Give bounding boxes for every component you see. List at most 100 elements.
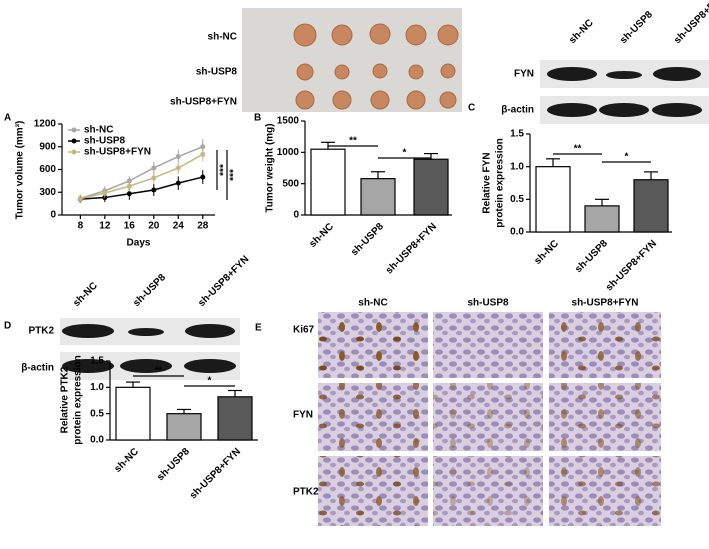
data-point: [151, 187, 157, 193]
x-tick-label: sh-NC: [532, 238, 561, 267]
x-tick-label: sh-USP8: [155, 446, 192, 483]
panel-letter: D: [4, 321, 11, 332]
data-point: [151, 175, 157, 181]
panel-letter: A: [4, 113, 11, 124]
y-axis-label: Relative PTK2: [60, 366, 71, 433]
x-axis-label: Days: [127, 238, 151, 249]
panel-letter: C: [468, 103, 475, 114]
y-tick-label: 0.5: [90, 408, 104, 419]
tumor-photo: [242, 8, 462, 112]
blot-column-label: sh-USP8: [618, 9, 655, 46]
bar: [413, 158, 449, 216]
bar: [166, 413, 202, 441]
data-point: [151, 165, 157, 171]
ihc-column-label: sh-USP8: [467, 298, 509, 309]
bar: [633, 179, 669, 233]
y-tick-label: 0.0: [510, 227, 524, 238]
panel-letter: B: [254, 113, 261, 124]
blot-row-label: β-actin: [501, 105, 534, 116]
y-tick-label: 1500: [277, 116, 300, 127]
data-point: [200, 174, 206, 180]
y-tick-label: 1.0: [90, 382, 104, 393]
ihc-column-label: sh-USP8+FYN: [572, 298, 639, 309]
y-axis-label: Relative FYN: [482, 152, 493, 213]
y-axis-label: Tumor weight (mg): [265, 123, 276, 212]
x-tick-label: sh-USP8+FYN: [604, 238, 659, 293]
ihc-column-label: sh-NC: [358, 298, 387, 309]
x-tick-label: 20: [148, 221, 160, 232]
data-point: [126, 183, 132, 189]
y-tick-label: 0: [293, 210, 299, 221]
significance-label: **: [349, 136, 357, 147]
x-tick-label: sh-USP8+FYN: [384, 221, 439, 276]
x-tick-label: sh-USP8+FYN: [188, 446, 243, 501]
blot-column-label: sh-USP8: [131, 272, 168, 309]
data-point: [200, 151, 206, 157]
data-point: [200, 144, 206, 150]
significance-label: **: [155, 366, 163, 377]
ihc-row-label: PTK2: [293, 487, 319, 498]
significance-label: *: [403, 148, 407, 159]
bar: [584, 205, 620, 233]
y-tick-label: 1.5: [90, 356, 104, 367]
ihc-tiles: [318, 312, 661, 526]
y-axis-label: protein expression: [73, 355, 84, 444]
ihc-row-label: FYN: [293, 410, 313, 421]
photo-row-label: sh-USP8+FYN: [170, 97, 237, 108]
blot-column-label: sh-USP8+FYN: [672, 0, 709, 46]
data-point: [77, 196, 83, 202]
y-tick-label: 1000: [277, 147, 300, 158]
x-tick-label: 24: [173, 221, 185, 232]
x-tick-label: sh-USP8: [349, 221, 386, 258]
bar: [310, 148, 346, 216]
blot-column-label: sh-USP8+FYN: [196, 254, 251, 309]
legend-label: sh-USP8: [84, 136, 126, 147]
y-tick-label: 1200: [34, 119, 57, 130]
y-tick-label: 900: [39, 141, 56, 152]
blot-row-label: FYN: [514, 69, 534, 80]
significance-label: *: [625, 152, 629, 163]
y-tick-label: 0: [50, 210, 56, 221]
legend-label: sh-USP8+FYN: [84, 147, 151, 158]
y-tick-label: 500: [282, 178, 299, 189]
ihc-row-label: Ki67: [293, 325, 315, 336]
x-tick-label: sh-USP8: [573, 238, 610, 275]
x-tick-label: 28: [197, 221, 209, 232]
x-tick-label: 12: [99, 221, 111, 232]
data-point: [126, 191, 132, 197]
series-line: [80, 176, 203, 200]
legend-label: sh-NC: [84, 125, 113, 136]
panel-letter: E: [255, 323, 262, 334]
legend-marker: [71, 127, 77, 133]
blot-row-label: PTK2: [28, 326, 54, 337]
y-tick-label: 0.0: [90, 435, 104, 446]
x-tick-label: sh-NC: [307, 221, 336, 250]
legend-marker: [71, 149, 77, 155]
data-point: [175, 180, 181, 186]
x-tick-label: 8: [78, 221, 84, 232]
y-tick-label: 1.5: [510, 129, 524, 140]
bar: [360, 178, 396, 216]
blot-row-label: β-actin: [21, 363, 54, 374]
significance-label: ***: [229, 169, 240, 181]
data-point: [175, 165, 181, 171]
bar: [535, 166, 571, 233]
data-point: [175, 154, 181, 160]
significance-label: ***: [219, 164, 230, 176]
series-line: [80, 153, 204, 200]
tumors: [293, 23, 459, 110]
data-point: [102, 190, 108, 196]
series-line: [80, 146, 204, 200]
y-tick-label: 1.0: [510, 161, 524, 172]
bar: [115, 386, 151, 441]
blot-bands: [62, 324, 236, 373]
blot-column-label: sh-NC: [567, 17, 596, 46]
legend-marker: [71, 138, 77, 144]
x-tick-label: sh-NC: [112, 446, 141, 475]
y-tick-label: 300: [39, 187, 56, 198]
significance-label: *: [208, 376, 212, 387]
y-axis-label: Tumor volume (mm³): [15, 121, 26, 220]
significance-label: **: [574, 144, 582, 155]
photo-row-label: sh-USP8: [196, 67, 238, 78]
